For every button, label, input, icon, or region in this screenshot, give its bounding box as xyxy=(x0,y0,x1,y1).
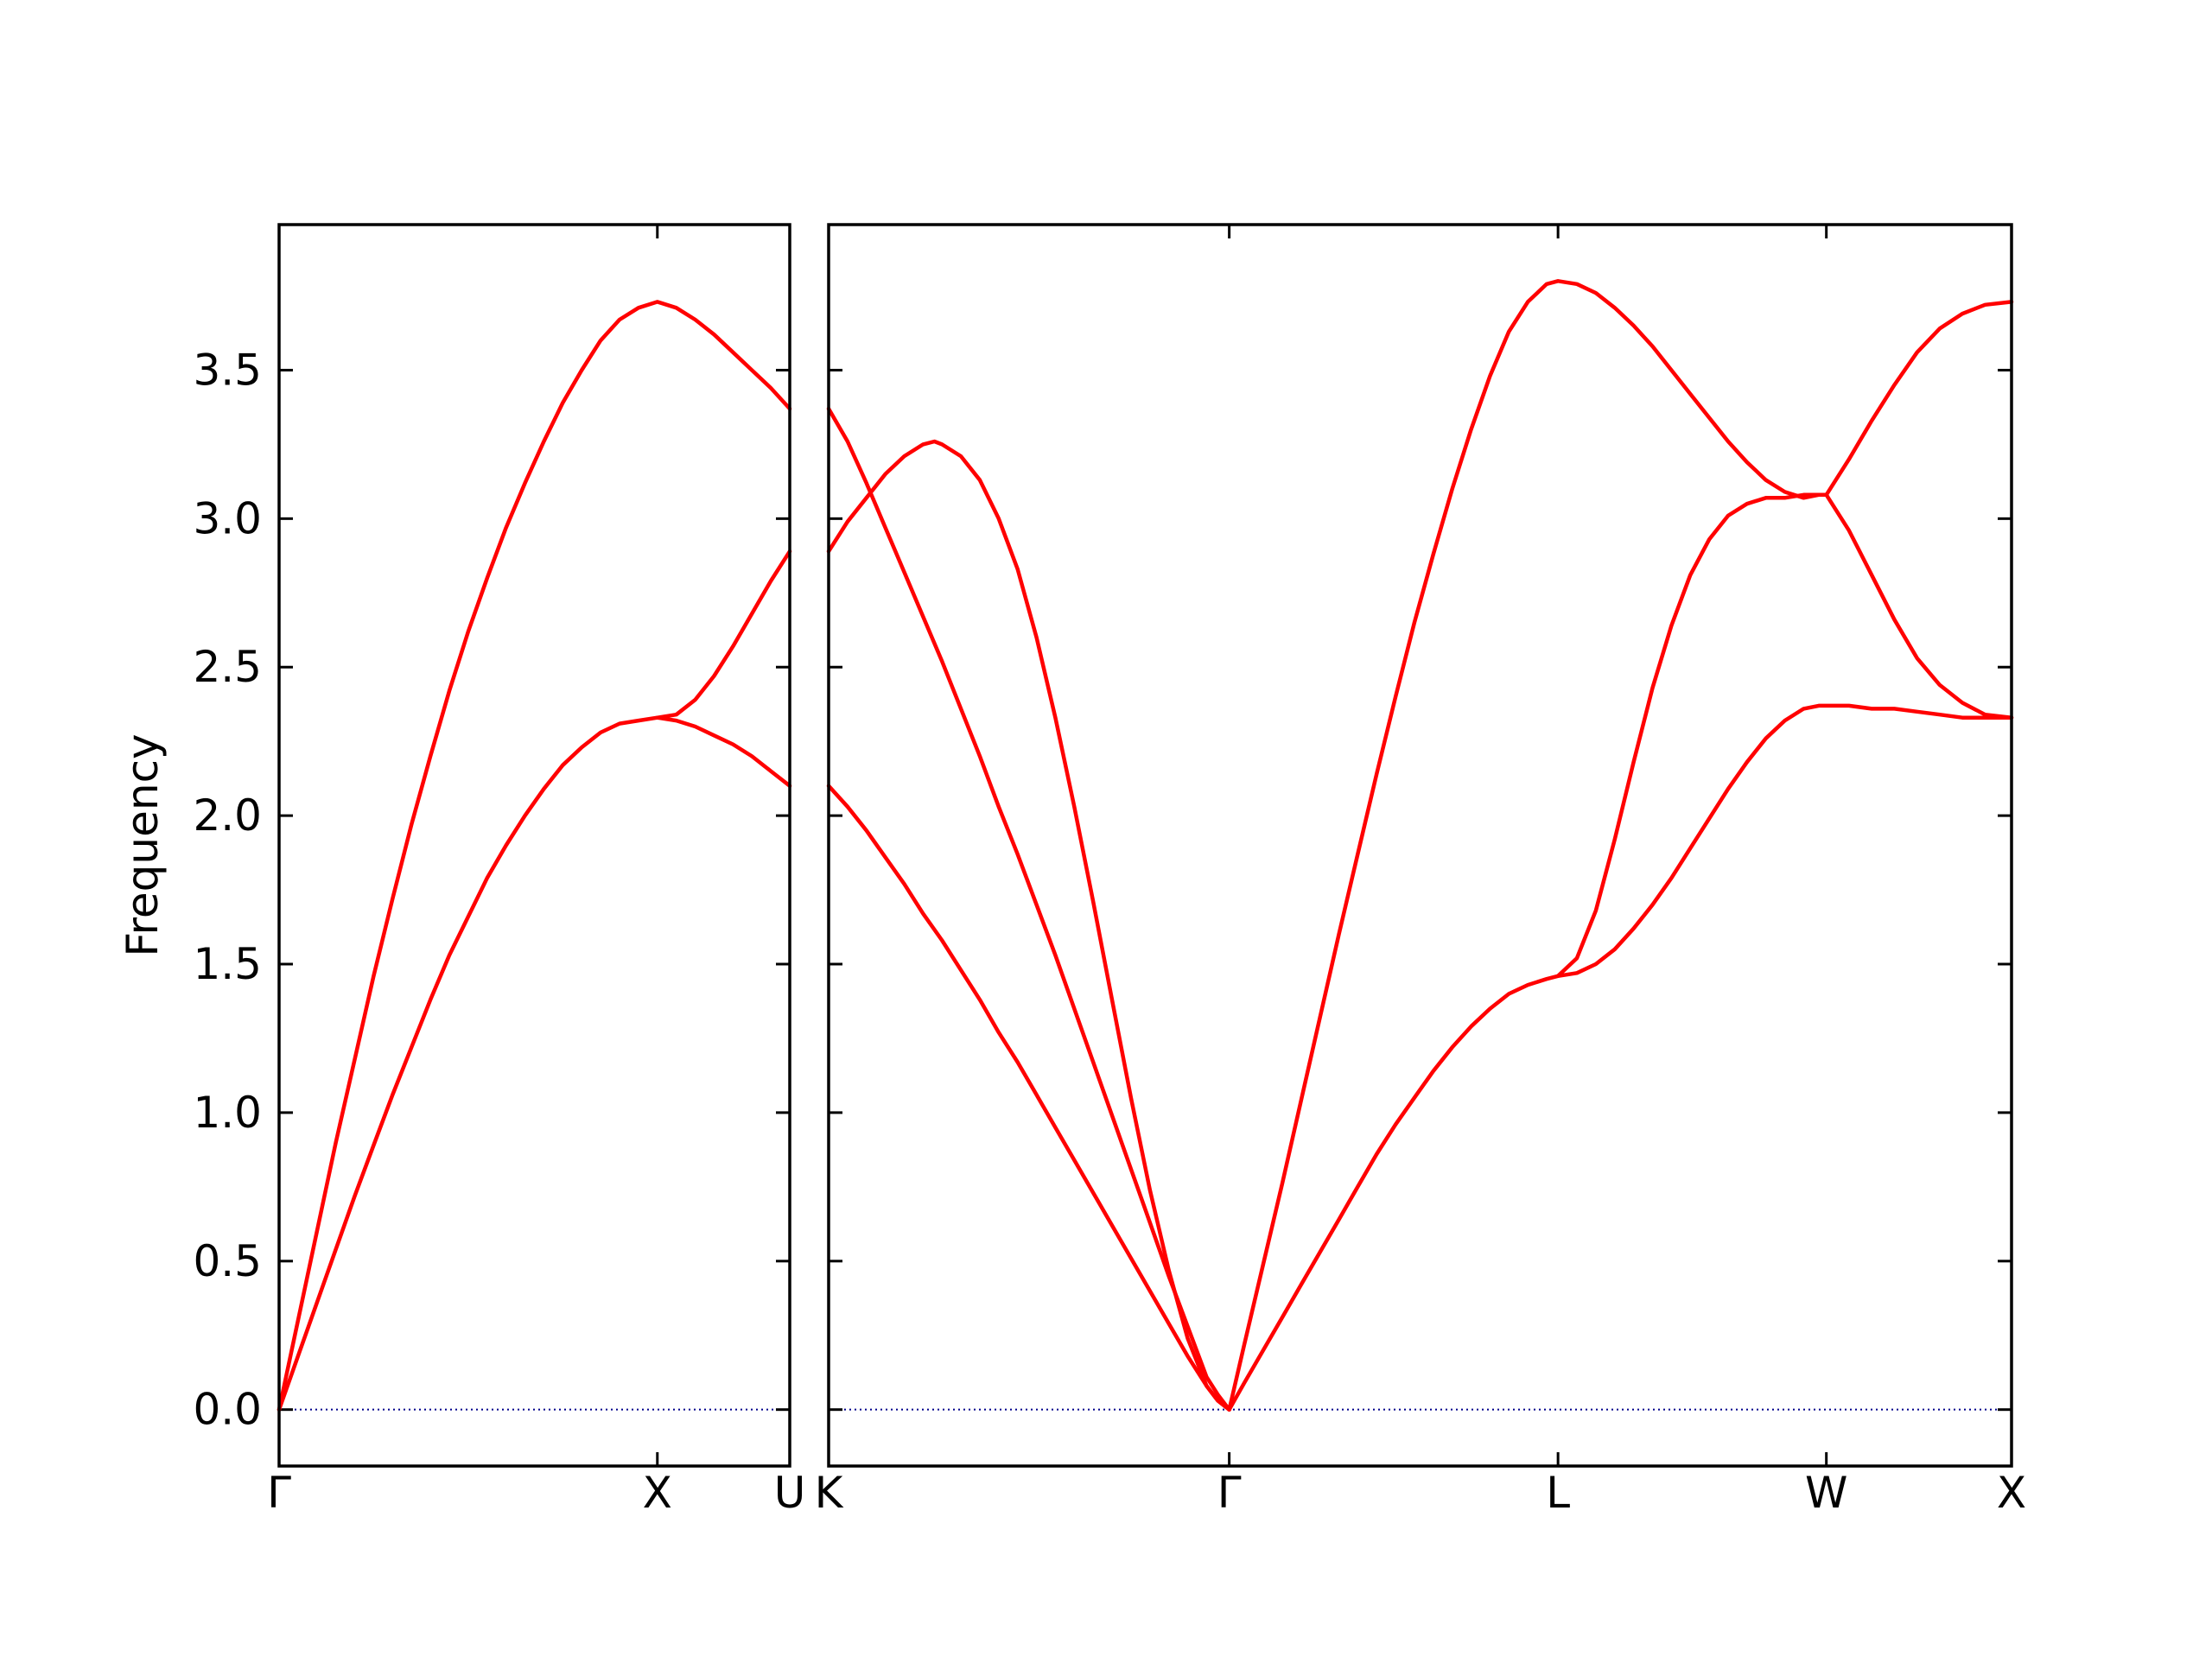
y-tick-label: 1.5 xyxy=(193,939,262,989)
panel-frame xyxy=(827,223,2013,1468)
x-tick-label: K xyxy=(815,1468,844,1518)
x-tick-label: X xyxy=(1997,1468,2026,1518)
y-tick-label: 2.5 xyxy=(193,642,262,692)
y-tick-label: 3.5 xyxy=(193,345,262,395)
x-tick-label: X xyxy=(643,1468,672,1518)
y-tick-label: 0.5 xyxy=(193,1236,262,1286)
y-tick-label: 1.0 xyxy=(193,1088,262,1138)
x-tick-label: L xyxy=(1546,1468,1570,1518)
y-axis-title: Frequency xyxy=(118,733,168,956)
band-line xyxy=(276,715,792,1412)
x-tick-label: Γ xyxy=(267,1468,291,1518)
band-line xyxy=(276,300,792,1412)
band-line xyxy=(826,406,1231,1412)
band-line xyxy=(1227,703,2014,1412)
y-tick-label: 0.0 xyxy=(193,1385,262,1435)
band-line xyxy=(826,439,1231,1412)
y-tick-label: 3.0 xyxy=(193,493,262,543)
band-line xyxy=(826,784,1231,1412)
x-tick-label: U xyxy=(774,1468,806,1518)
band-line xyxy=(1227,279,2014,1412)
y-tick-label: 2.0 xyxy=(193,790,262,841)
x-tick-label: W xyxy=(1805,1468,1847,1518)
x-tick-label: Γ xyxy=(1217,1468,1242,1518)
panel-frame xyxy=(277,223,791,1468)
band-line xyxy=(1555,492,2014,979)
band-line xyxy=(655,549,792,720)
